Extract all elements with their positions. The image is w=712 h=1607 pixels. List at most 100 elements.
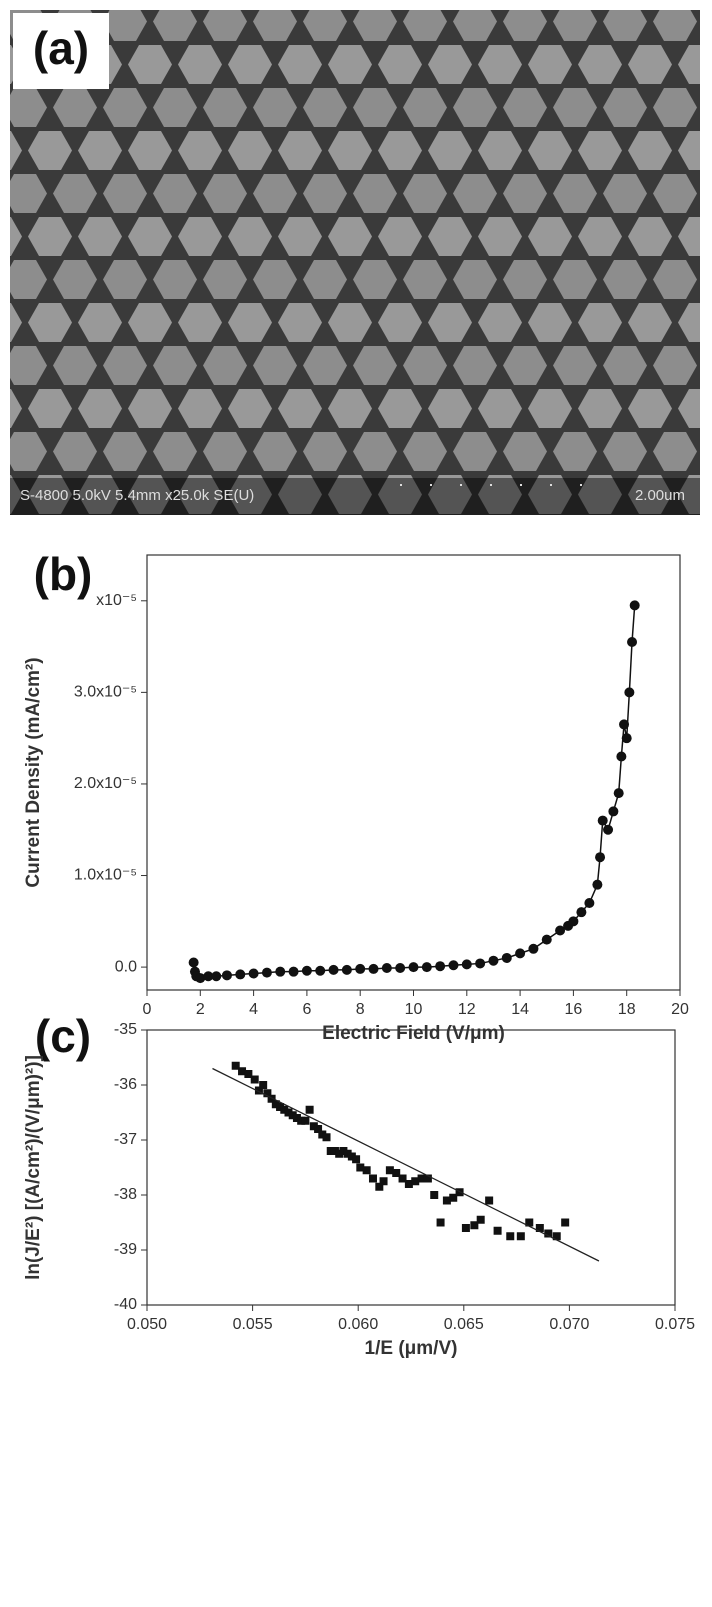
sem-image: (a) S-4800 5.0kV 5.4mm x25.0k SE(U) 2.00…: [10, 10, 700, 515]
data-point: [592, 879, 603, 890]
data-point: [449, 1193, 458, 1202]
x-tick-label: 14: [511, 1001, 529, 1018]
data-point: [368, 1174, 377, 1183]
data-point: [315, 965, 326, 976]
data-point: [608, 806, 619, 817]
data-point: [603, 824, 614, 835]
data-point: [330, 1147, 339, 1155]
data-point: [305, 1105, 314, 1114]
data-point: [267, 1094, 276, 1103]
x-tick-label: 0.050: [127, 1316, 167, 1333]
y-tick-label: -36: [114, 1076, 137, 1093]
x-tick-label: 0.070: [549, 1316, 589, 1333]
data-point: [244, 1070, 253, 1078]
label-box: [13, 13, 109, 89]
data-point: [461, 959, 472, 970]
data-point: [568, 916, 579, 927]
panel-label: (a): [33, 22, 89, 74]
data-point: [235, 969, 246, 980]
data-point: [624, 687, 635, 698]
data-point: [448, 960, 459, 971]
x-axis-label: Electric Field (V/μm): [322, 1023, 505, 1044]
data-point: [385, 1166, 394, 1175]
data-point: [203, 971, 214, 982]
plot-frame: [146, 554, 681, 991]
data-point: [381, 963, 392, 974]
data-point: [297, 1116, 306, 1125]
data-point: [322, 1133, 331, 1142]
data-point: [271, 1100, 280, 1109]
data-point: [461, 1224, 470, 1232]
data-point: [314, 1125, 323, 1133]
data-point: [288, 966, 299, 977]
data-point: [254, 1086, 263, 1095]
data-point: [231, 1061, 240, 1070]
data-point: [535, 1224, 544, 1232]
data-point: [339, 1147, 348, 1155]
sem-info: S-4800 5.0kV 5.4mm x25.0k SE(U): [20, 487, 254, 504]
data-point: [211, 971, 222, 982]
y-tick-label: 1.0x10⁻⁵: [74, 867, 137, 884]
y-tick-label: -38: [114, 1186, 137, 1203]
x-tick-label: 18: [618, 1001, 636, 1018]
info-bar: [10, 478, 700, 515]
data-point: [318, 1130, 327, 1139]
data-point: [595, 852, 606, 863]
x-tick-label: 20: [671, 1001, 689, 1018]
data-point: [195, 973, 206, 984]
y-tick-label: 3.0x10⁻⁵: [74, 684, 137, 701]
data-point: [525, 1218, 534, 1227]
x-tick-label: 6: [302, 1001, 311, 1018]
panel-label: (c): [35, 1010, 91, 1062]
data-point: [627, 637, 638, 647]
data-point: [352, 1155, 361, 1164]
y-tick-label: -39: [114, 1241, 137, 1258]
data-point: [423, 1174, 432, 1183]
data-point: [552, 1232, 561, 1241]
x-tick-label: 16: [565, 1001, 583, 1018]
data-point: [309, 1122, 318, 1131]
data-point: [341, 964, 352, 975]
x-tick-label: 0.060: [338, 1316, 378, 1333]
data-point: [326, 1147, 335, 1155]
data-point: [288, 1111, 297, 1120]
data-point: [261, 967, 272, 978]
x-tick-label: 0.065: [444, 1316, 484, 1333]
data-point: [421, 962, 432, 973]
data-point: [362, 1166, 371, 1175]
panel-label: (b): [34, 548, 93, 600]
data-point: [259, 1081, 268, 1089]
data-point: [280, 1105, 289, 1114]
y-tick-label: -37: [114, 1131, 137, 1148]
data-point: [442, 1196, 451, 1205]
data-point: [404, 1180, 413, 1188]
data-point: [493, 1226, 502, 1235]
data-point: [292, 1114, 301, 1122]
data-point: [528, 943, 539, 954]
data-point: [301, 965, 312, 976]
x-tick-label: 10: [405, 1001, 423, 1018]
data-point: [485, 1196, 494, 1205]
data-point: [343, 1149, 352, 1158]
data-point: [629, 600, 640, 611]
data-point: [436, 1218, 445, 1227]
data-point: [328, 964, 339, 975]
data-point: [411, 1177, 420, 1186]
y-tick-label: -35: [114, 1021, 137, 1038]
data-point: [355, 963, 366, 974]
x-tick-label: 0.055: [233, 1316, 273, 1333]
x-axis-label: 1/E (μm/V): [365, 1338, 458, 1359]
data-point: [584, 898, 595, 908]
data-point: [417, 1174, 426, 1183]
data-point: [475, 958, 486, 969]
data-point: [616, 751, 627, 762]
y-tick-label: x10⁻⁵: [96, 592, 137, 609]
data-point: [506, 1232, 515, 1241]
data-point: [347, 1152, 356, 1161]
data-point: [301, 1116, 310, 1125]
y-tick-label: -40: [114, 1296, 137, 1313]
x-tick-label: 0.075: [655, 1316, 695, 1333]
y-tick-label: 2.0x10⁻⁵: [74, 775, 137, 792]
data-point: [544, 1229, 553, 1238]
